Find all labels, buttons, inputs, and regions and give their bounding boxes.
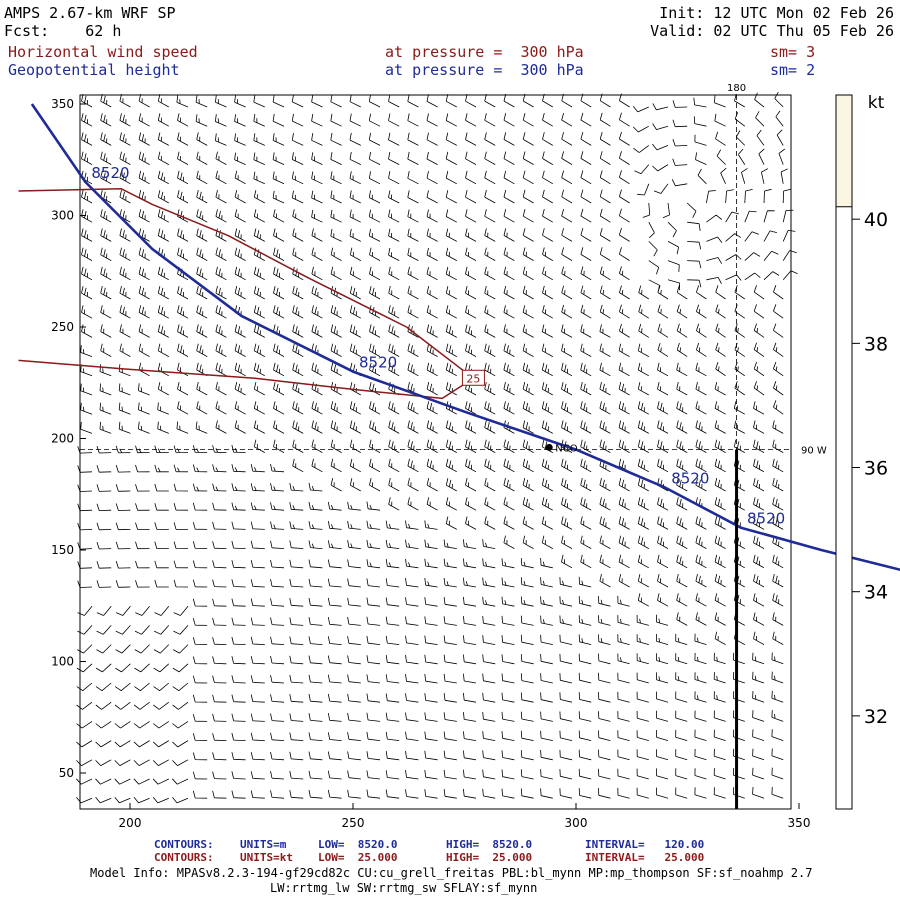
x-tick-label: 350 bbox=[788, 816, 811, 830]
y-tick-label: 300 bbox=[51, 209, 74, 223]
longitude-label: 180 bbox=[727, 83, 746, 94]
height-contour-label: 8520 bbox=[747, 510, 785, 528]
station-label: NCO bbox=[555, 443, 577, 454]
height-contour-high: HIGH= 8520.0 bbox=[446, 838, 533, 851]
color-bar: kt 32 34 36 38 40 bbox=[835, 93, 888, 810]
y-tick-label: 200 bbox=[51, 432, 74, 446]
speed-contour-interval: INTERVAL= 25.000 bbox=[585, 851, 705, 864]
speed-contours: 252525 bbox=[18, 187, 485, 400]
station-dot bbox=[545, 443, 553, 451]
y-tick-label: 50 bbox=[59, 766, 74, 780]
speed-contour-label: CONTOURS: bbox=[154, 851, 214, 864]
wind-barbs bbox=[76, 91, 798, 804]
y-tick-label: 350 bbox=[51, 97, 74, 111]
model-title: AMPS 2.67-km WRF SP bbox=[4, 4, 176, 22]
speed-contour-low: LOW= 25.000 bbox=[318, 851, 398, 864]
height-contour-units: UNITS=m bbox=[240, 838, 287, 851]
field2-level: at pressure = 300 hPa bbox=[385, 61, 584, 79]
colorbar-fill bbox=[835, 94, 853, 208]
x-tick-label: 200 bbox=[119, 816, 142, 830]
y-tick-label: 100 bbox=[51, 655, 74, 669]
speed-contour-label: 25 bbox=[466, 372, 480, 385]
stations: KLNRDGHRCNCOLVI bbox=[545, 443, 578, 454]
wind-barb-field bbox=[76, 91, 798, 804]
speed-contour-line bbox=[18, 187, 475, 400]
axis-ticks: 20025030035040045050100150200250300350 bbox=[51, 97, 811, 830]
colorbar-tick-label: 34 bbox=[864, 582, 888, 604]
longitude-label: 90 W bbox=[801, 446, 827, 457]
colorbar-tick-label: 38 bbox=[864, 333, 888, 355]
speed-contour-units: UNITS=kt bbox=[240, 851, 293, 864]
field2-smoothing: sm= 2 bbox=[770, 61, 816, 79]
forecast-hour: Fcst: 62 h bbox=[4, 22, 122, 40]
height-contour-label: 8520 bbox=[91, 164, 129, 182]
valid-time: Valid: 02 UTC Thu 05 Feb 26 bbox=[650, 22, 894, 40]
colorbar-tick-label: 36 bbox=[864, 458, 888, 480]
speed-contour-high: HIGH= 25.000 bbox=[446, 851, 533, 864]
height-contour-label: CONTOURS: bbox=[154, 838, 214, 851]
speed-label-box bbox=[461, 369, 485, 386]
x-tick-label: 250 bbox=[342, 816, 365, 830]
colorbar-units: kt bbox=[868, 93, 885, 113]
y-tick-label: 150 bbox=[51, 543, 74, 557]
height-contour-line bbox=[30, 103, 900, 572]
model-info: Model Info: MPASv8.2.3-194-gf29cd82c CU:… bbox=[90, 866, 813, 880]
colorbar-tick-label: 40 bbox=[864, 209, 888, 231]
height-contours: 8520852085208520H8573H8573 bbox=[30, 103, 900, 572]
field1-level: at pressure = 300 hPa bbox=[385, 43, 584, 61]
x-tick-label: 300 bbox=[565, 816, 588, 830]
y-tick-label: 250 bbox=[51, 320, 74, 334]
height-contour-low: LOW= 8520.0 bbox=[318, 838, 398, 851]
height-contour-label: 8520 bbox=[671, 470, 709, 488]
model-physics: LW:rrtmg_lw SW:rrtmg_sw SFLAY:sf_mynn bbox=[270, 881, 538, 895]
init-time: Init: 12 UTC Mon 02 Feb 26 bbox=[659, 4, 894, 22]
field2-name: Geopotential height bbox=[8, 61, 180, 79]
colorbar-tick-label: 32 bbox=[864, 706, 888, 728]
field1-name: Horizontal wind speed bbox=[8, 43, 198, 61]
height-contour-interval: INTERVAL= 120.00 bbox=[585, 838, 705, 851]
field1-smoothing: sm= 3 bbox=[770, 43, 816, 61]
height-contour-label: 8520 bbox=[359, 354, 397, 372]
